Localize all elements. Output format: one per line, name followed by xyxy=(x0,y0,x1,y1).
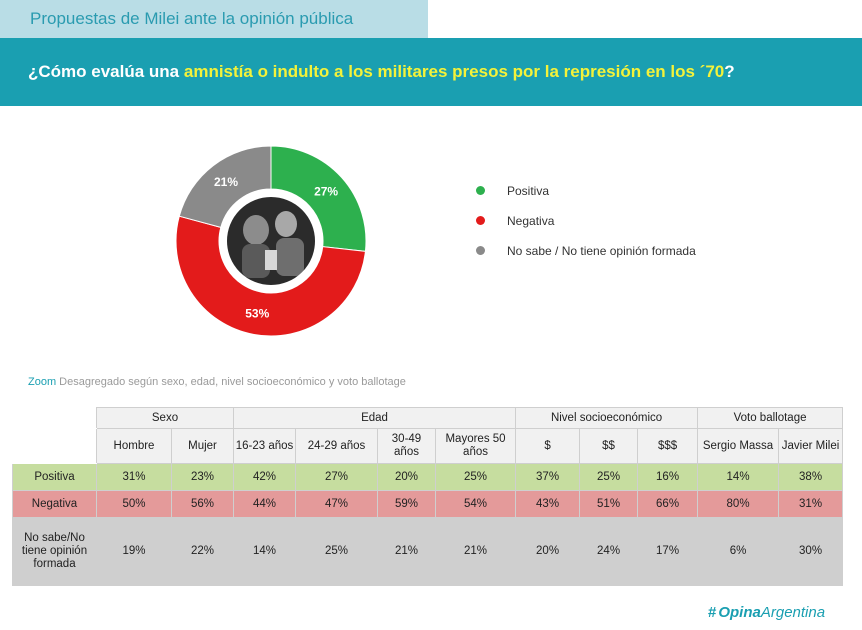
pie-value-label-1: 53% xyxy=(245,307,269,321)
table-cell: 44% xyxy=(233,490,296,518)
column-header: Hombre xyxy=(96,428,172,464)
pie-value-label-2: 21% xyxy=(214,175,238,189)
table-cell: 20% xyxy=(515,517,581,586)
table-cell: 27% xyxy=(295,463,378,491)
table-cell: 38% xyxy=(778,463,844,491)
table-group-header: Sexo Edad Nivel socioeconómico Voto ball… xyxy=(12,407,844,429)
legend-label-positiva: Positiva xyxy=(507,184,550,198)
table-cell: 23% xyxy=(171,463,234,491)
table-cell: 59% xyxy=(377,490,436,518)
brand-logo: # OpinaArgentina xyxy=(708,604,825,621)
table-cell: 31% xyxy=(778,490,844,518)
table-cell: 25% xyxy=(434,463,517,491)
column-header: Sergio Massa xyxy=(697,428,780,464)
donut-chart-svg: 27% 53% 21% xyxy=(176,146,366,336)
column-header: Mayores 50 años xyxy=(434,428,517,464)
legend-dot-no-sabe xyxy=(476,246,485,255)
table-cell: 25% xyxy=(579,463,639,491)
group-edad: Edad xyxy=(232,407,517,429)
table-cell: 66% xyxy=(637,490,699,518)
section-label: Propuestas de Milei ante la opinión públ… xyxy=(0,0,428,38)
table-cell: 21% xyxy=(434,517,517,586)
column-header: 30-49 años xyxy=(377,428,436,464)
table-cell: 24% xyxy=(579,517,639,586)
table-column-header: Hombre Mujer 16-23 años 24-29 años 30-49… xyxy=(12,428,844,464)
table-cell: 14% xyxy=(233,517,296,586)
legend-dot-negativa xyxy=(476,216,485,225)
column-header: 16-23 años xyxy=(233,428,296,464)
question-title: ¿Cómo evalúa una amnistía o indulto a lo… xyxy=(28,62,735,82)
table-cell: 19% xyxy=(96,517,172,586)
donut-chart: 27% 53% 21% xyxy=(176,146,366,336)
column-header: $$ xyxy=(579,428,639,464)
table-cell: 54% xyxy=(434,490,517,518)
table-cell: 50% xyxy=(96,490,172,518)
row-label: Positiva xyxy=(12,463,97,491)
table-cell: 21% xyxy=(377,517,436,586)
brand-suffix: Argentina xyxy=(760,604,826,621)
legend-label-no-sabe: No sabe / No tiene opinión formada xyxy=(507,244,696,258)
table-cell: 31% xyxy=(96,463,172,491)
brand-prefix: Opina xyxy=(718,604,761,621)
table-corner xyxy=(12,407,97,429)
table-cell: 14% xyxy=(697,463,780,491)
table-cell: 37% xyxy=(515,463,581,491)
table-cell: 20% xyxy=(377,463,436,491)
group-sexo: Sexo xyxy=(96,407,234,429)
table-cell: 30% xyxy=(778,517,844,586)
table-row-positiva: Positiva 31% 23% 42% 27% 20% 25% 37% 25%… xyxy=(12,463,844,491)
column-header: Mujer xyxy=(171,428,234,464)
table-cell: 47% xyxy=(295,490,378,518)
table-row-no-sabe: No sabe/No tiene opinión formada 19% 22%… xyxy=(12,517,844,586)
column-header: Javier Milei xyxy=(778,428,844,464)
legend-dot-positiva xyxy=(476,186,485,195)
breakdown-table: Sexo Edad Nivel socioeconómico Voto ball… xyxy=(12,407,844,586)
table-cell: 17% xyxy=(637,517,699,586)
row-label: Negativa xyxy=(12,490,97,518)
table-cell: 42% xyxy=(233,463,296,491)
table-row-negativa: Negativa 50% 56% 44% 47% 59% 54% 43% 51%… xyxy=(12,490,844,518)
column-header: $ xyxy=(515,428,581,464)
column-header: 24-29 años xyxy=(295,428,378,464)
table-cell: 6% xyxy=(697,517,780,586)
zoom-label: Zoom xyxy=(28,376,57,388)
table-cell: 80% xyxy=(697,490,780,518)
pie-value-label-0: 27% xyxy=(314,185,338,199)
row-label: No sabe/No tiene opinión formada xyxy=(12,517,97,586)
table-cell: 43% xyxy=(515,490,581,518)
table-corner-sub xyxy=(12,428,97,464)
group-nse: Nivel socioeconómico xyxy=(515,407,699,429)
table-cell: 56% xyxy=(171,490,234,518)
zoom-text: Desagregado según sexo, edad, nivel soci… xyxy=(56,376,406,388)
legend-label-negativa: Negativa xyxy=(507,214,555,228)
table-cell: 51% xyxy=(579,490,639,518)
table-cell: 22% xyxy=(171,517,234,586)
zoom-caption: Zoom Desagregado según sexo, edad, nivel… xyxy=(28,376,406,388)
center-photo xyxy=(219,189,323,293)
hashtag-icon: # xyxy=(708,604,717,621)
column-header: $$$ xyxy=(637,428,699,464)
question-suffix: ? xyxy=(724,62,735,81)
question-highlight: amnistía o indulto a los militares preso… xyxy=(183,62,725,81)
question-prefix: ¿Cómo evalúa una xyxy=(28,62,184,81)
table-cell: 25% xyxy=(295,517,378,586)
question-banner: ¿Cómo evalúa una amnistía o indulto a lo… xyxy=(0,38,862,106)
group-ballotage: Voto ballotage xyxy=(697,407,844,429)
table-cell: 16% xyxy=(637,463,699,491)
